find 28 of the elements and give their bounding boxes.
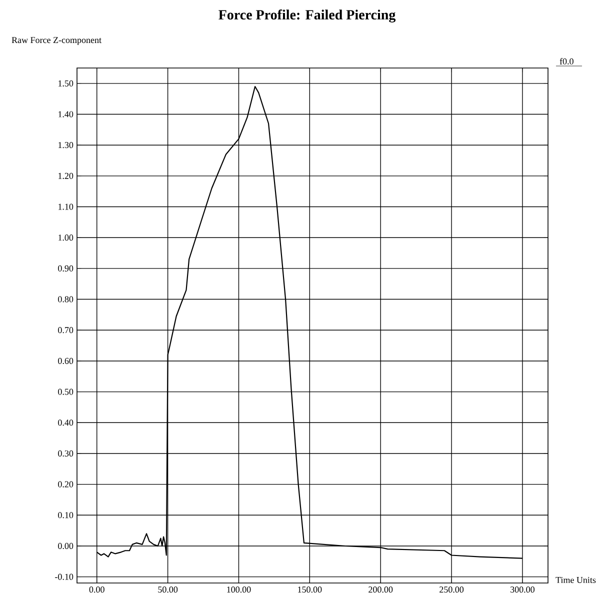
chart-title: Force Profile: Failed Piercing [218, 10, 396, 22]
y-tick-label: 0.20 [58, 481, 74, 488]
text: f0.0 [560, 58, 574, 64]
y-tick-label: 0.80 [58, 296, 74, 302]
x-tick-label: 150.00 [298, 586, 322, 593]
x-tick-label: 300.00 [510, 586, 534, 593]
x-tick-label: 250.00 [440, 586, 464, 593]
y-tick-label: 1.00 [58, 234, 74, 241]
y-tick-label: -0.10 [55, 574, 74, 580]
y-tick-label: 0.10 [58, 512, 74, 518]
y-tick-label: 0.90 [58, 265, 74, 272]
y-tick-label: 1.30 [58, 142, 74, 148]
y-tick-label: 0.30 [58, 450, 74, 457]
y-tick-label: 1.50 [58, 80, 74, 86]
x-tick-label: 200.00 [368, 586, 393, 593]
x-tick-label: 100.00 [227, 586, 251, 593]
y-tick-label: 0.40 [58, 420, 74, 426]
y-tick-label: 0.00 [58, 542, 74, 550]
y-axis-title: Raw Force Z-component [12, 37, 102, 45]
y-tick-label: 1.20 [58, 172, 74, 179]
y-tick-label: 0.60 [58, 358, 74, 364]
y-tick-label: 0.50 [58, 388, 74, 395]
x-tick-label: 50.00 [158, 586, 178, 593]
y-tick-label: 0.70 [58, 327, 74, 334]
y-tick-label: 1.10 [58, 204, 74, 210]
y-tick-label: 1.40 [58, 111, 74, 118]
x-axis-title: Time Units [556, 576, 596, 584]
x-tick-label: 0.00 [89, 586, 104, 593]
